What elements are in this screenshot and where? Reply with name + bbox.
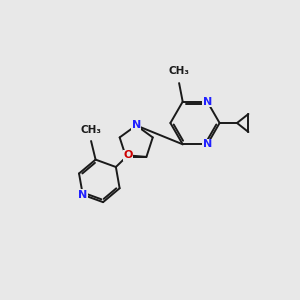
- Text: CH₃: CH₃: [81, 125, 102, 135]
- Text: CH₃: CH₃: [169, 67, 190, 76]
- Text: N: N: [203, 97, 212, 107]
- Text: N: N: [78, 190, 87, 200]
- Text: N: N: [203, 139, 212, 149]
- Text: O: O: [123, 150, 133, 161]
- Text: N: N: [132, 120, 141, 130]
